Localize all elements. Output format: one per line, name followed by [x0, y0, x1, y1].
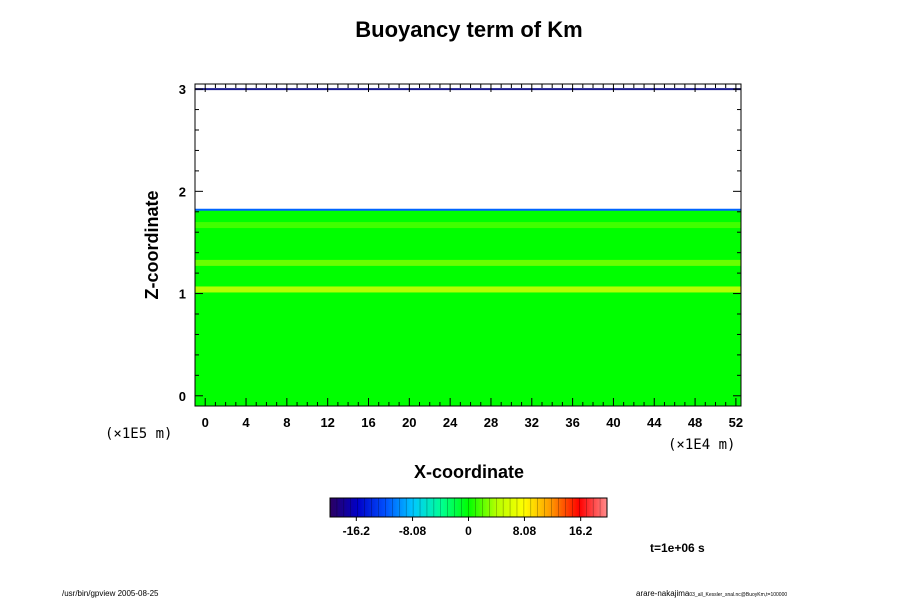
y-tick-label: 3 [179, 82, 186, 97]
colorbar-ticks: -16.2 -8.08 0 8.08 16.2 [343, 517, 593, 538]
colorbar-tick-label: 0 [465, 524, 472, 538]
x-tick-label: 16 [361, 415, 375, 430]
heatmap-field [195, 209, 741, 406]
x-tick-label: 4 [242, 415, 250, 430]
footer-right: arare-nakajima03_all_Kessler_snal.nc@Buo… [636, 589, 787, 598]
x-tick-label: 20 [402, 415, 416, 430]
plot-frame [194, 83, 742, 407]
heatmap-band [195, 286, 741, 293]
x-axis-title: X-coordinate [414, 462, 524, 482]
x-tick-label: 36 [565, 415, 579, 430]
footer-right-main: arare-nakajima [636, 589, 690, 598]
x-tick-label: 0 [202, 415, 209, 430]
y-tick-label: 2 [179, 184, 186, 199]
heatmap-band [195, 222, 741, 229]
y-axis: 0 1 2 3 [179, 82, 741, 404]
colorbar-tick-label: -16.2 [343, 524, 371, 538]
colorbar-tick-label: 16.2 [569, 524, 593, 538]
y-axis-title: Z-coordinate [142, 190, 162, 299]
x-tick-label: 32 [525, 415, 539, 430]
x-tick-label: 8 [283, 415, 290, 430]
x-unit-label: (×1E4 m) [668, 437, 735, 453]
x-tick-label: 40 [606, 415, 620, 430]
y-tick-label: 1 [179, 287, 186, 302]
footer-left: /usr/bin/gpview 2005-08-25 [62, 589, 159, 598]
x-tick-label: 44 [647, 415, 662, 430]
colorbar: -16.2 -8.08 0 8.08 16.2 [329, 497, 608, 538]
heatmap-bands [195, 222, 741, 293]
time-label: t=1e+06 s [650, 541, 705, 555]
heatmap-band [195, 259, 741, 266]
colorbar-tick-label: 8.08 [513, 524, 537, 538]
footer-right-small: 03_all_Kessler_snal.nc@BuoyKm,t=100000 [689, 592, 787, 598]
x-tick-label: 24 [443, 415, 458, 430]
field-base [195, 209, 741, 406]
x-tick-label: 28 [484, 415, 498, 430]
x-tick-label: 48 [688, 415, 702, 430]
x-axis: 0 4 8 12 16 20 24 28 32 36 40 44 48 52 [194, 84, 743, 430]
x-tick-label: 12 [320, 415, 334, 430]
colorbar-tick-label: -8.08 [399, 524, 427, 538]
colorbar-segments [336, 498, 601, 517]
x-tick-label: 52 [729, 415, 743, 430]
y-tick-label: 0 [179, 389, 186, 404]
chart-title: Buoyancy term of Km [355, 17, 582, 42]
y-unit-label: (×1E5 m) [105, 426, 172, 442]
